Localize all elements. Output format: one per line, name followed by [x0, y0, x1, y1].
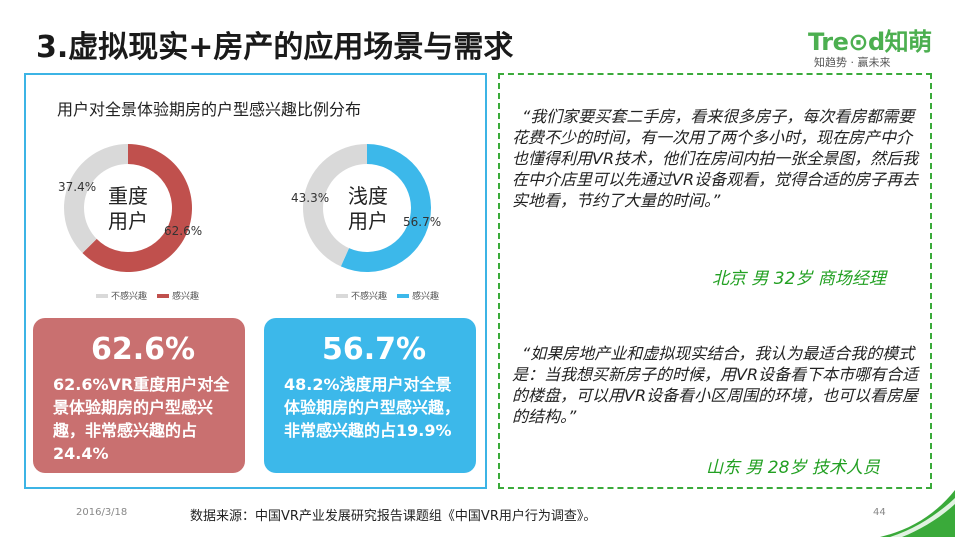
- quote-2-attribution: 山东 男 28岁 技术人员: [706, 458, 880, 478]
- donut-center-label-heavy: 重度 用户: [108, 184, 148, 233]
- brand-logo: Tre⊙d知萌 知趋势 · 赢未来: [808, 22, 932, 70]
- donut-chart-light-users: [303, 144, 431, 272]
- data-label-heavy-not-interested: 37.4%: [58, 180, 97, 194]
- legend-label-not-interested: 不感兴趣: [111, 292, 148, 302]
- legend-swatch-interested: [397, 293, 410, 298]
- decorative-swoosh: [880, 490, 955, 537]
- legend-label-interested: 感兴趣: [172, 292, 200, 302]
- card-heavy-description: 62.6%VR重度用户对全景体验期房的户型感兴趣，非常感兴趣的占24.4%: [53, 375, 230, 463]
- quotes-panel: [498, 73, 932, 489]
- data-label-light-not-interested: 43.3%: [291, 191, 330, 205]
- donut-slice-not-interested: [303, 144, 367, 267]
- donut-chart-heavy-users: [64, 144, 192, 272]
- summary-card-light: 56.7% 48.2%浅度用户对全景体验期房的户型感兴趣，非常感兴趣的占19.9…: [264, 318, 476, 473]
- footer-date: 2016/3/18: [76, 507, 128, 518]
- summary-card-heavy: 62.6% 62.6%VR重度用户对全景体验期房的户型感兴趣，非常感兴趣的占24…: [33, 318, 245, 473]
- card-light-description: 48.2%浅度用户对全景体验期房的户型感兴趣，非常感兴趣的占19.9%: [284, 375, 461, 440]
- donut-center-label-light: 浅度 用户: [348, 184, 388, 233]
- legend-light: 不感兴趣 感兴趣: [336, 289, 439, 302]
- page-number: 44: [873, 507, 886, 518]
- donut-slice-interested: [340, 144, 431, 272]
- logo-wordmark: Tre⊙d知萌: [808, 28, 932, 56]
- logo-tagline: 知趋势 · 赢未来: [814, 56, 891, 69]
- quote-1-attribution: 北京 男 32岁 商场经理: [712, 269, 886, 289]
- donut-slice-interested: [82, 144, 192, 272]
- chart-panel: [24, 73, 487, 489]
- legend-label-interested: 感兴趣: [412, 292, 440, 302]
- donut-slice-not-interested: [64, 144, 128, 253]
- legend-label-not-interested: 不感兴趣: [351, 292, 388, 302]
- legend-swatch-interested: [157, 293, 170, 298]
- card-light-percent: 56.7%: [321, 332, 427, 367]
- chart-heading: 用户对全景体验期房的户型感兴趣比例分布: [57, 100, 362, 119]
- quote-2: “如果房地产业和虚拟现实结合，我认为最适合我的模式是：当我想买新房子的时候，用V…: [512, 344, 919, 426]
- data-label-light-interested: 56.7%: [403, 215, 442, 229]
- legend-swatch-not-interested: [96, 293, 108, 298]
- quote-1: “我们家要买套二手房，看来很多房子，每次看房都需要花费不少的时间，有一次用了两个…: [512, 107, 919, 210]
- footer-source: 数据来源：中国VR产业发展研究报告课题组《中国VR用户行为调查》。: [190, 509, 597, 524]
- data-label-heavy-interested: 62.6%: [164, 224, 203, 238]
- card-heavy-percent: 62.6%: [90, 332, 196, 367]
- legend-swatch-not-interested: [336, 293, 348, 298]
- legend-heavy: 不感兴趣 感兴趣: [96, 289, 199, 302]
- slide-title: 3.虚拟现实+房产的应用场景与需求: [36, 30, 514, 65]
